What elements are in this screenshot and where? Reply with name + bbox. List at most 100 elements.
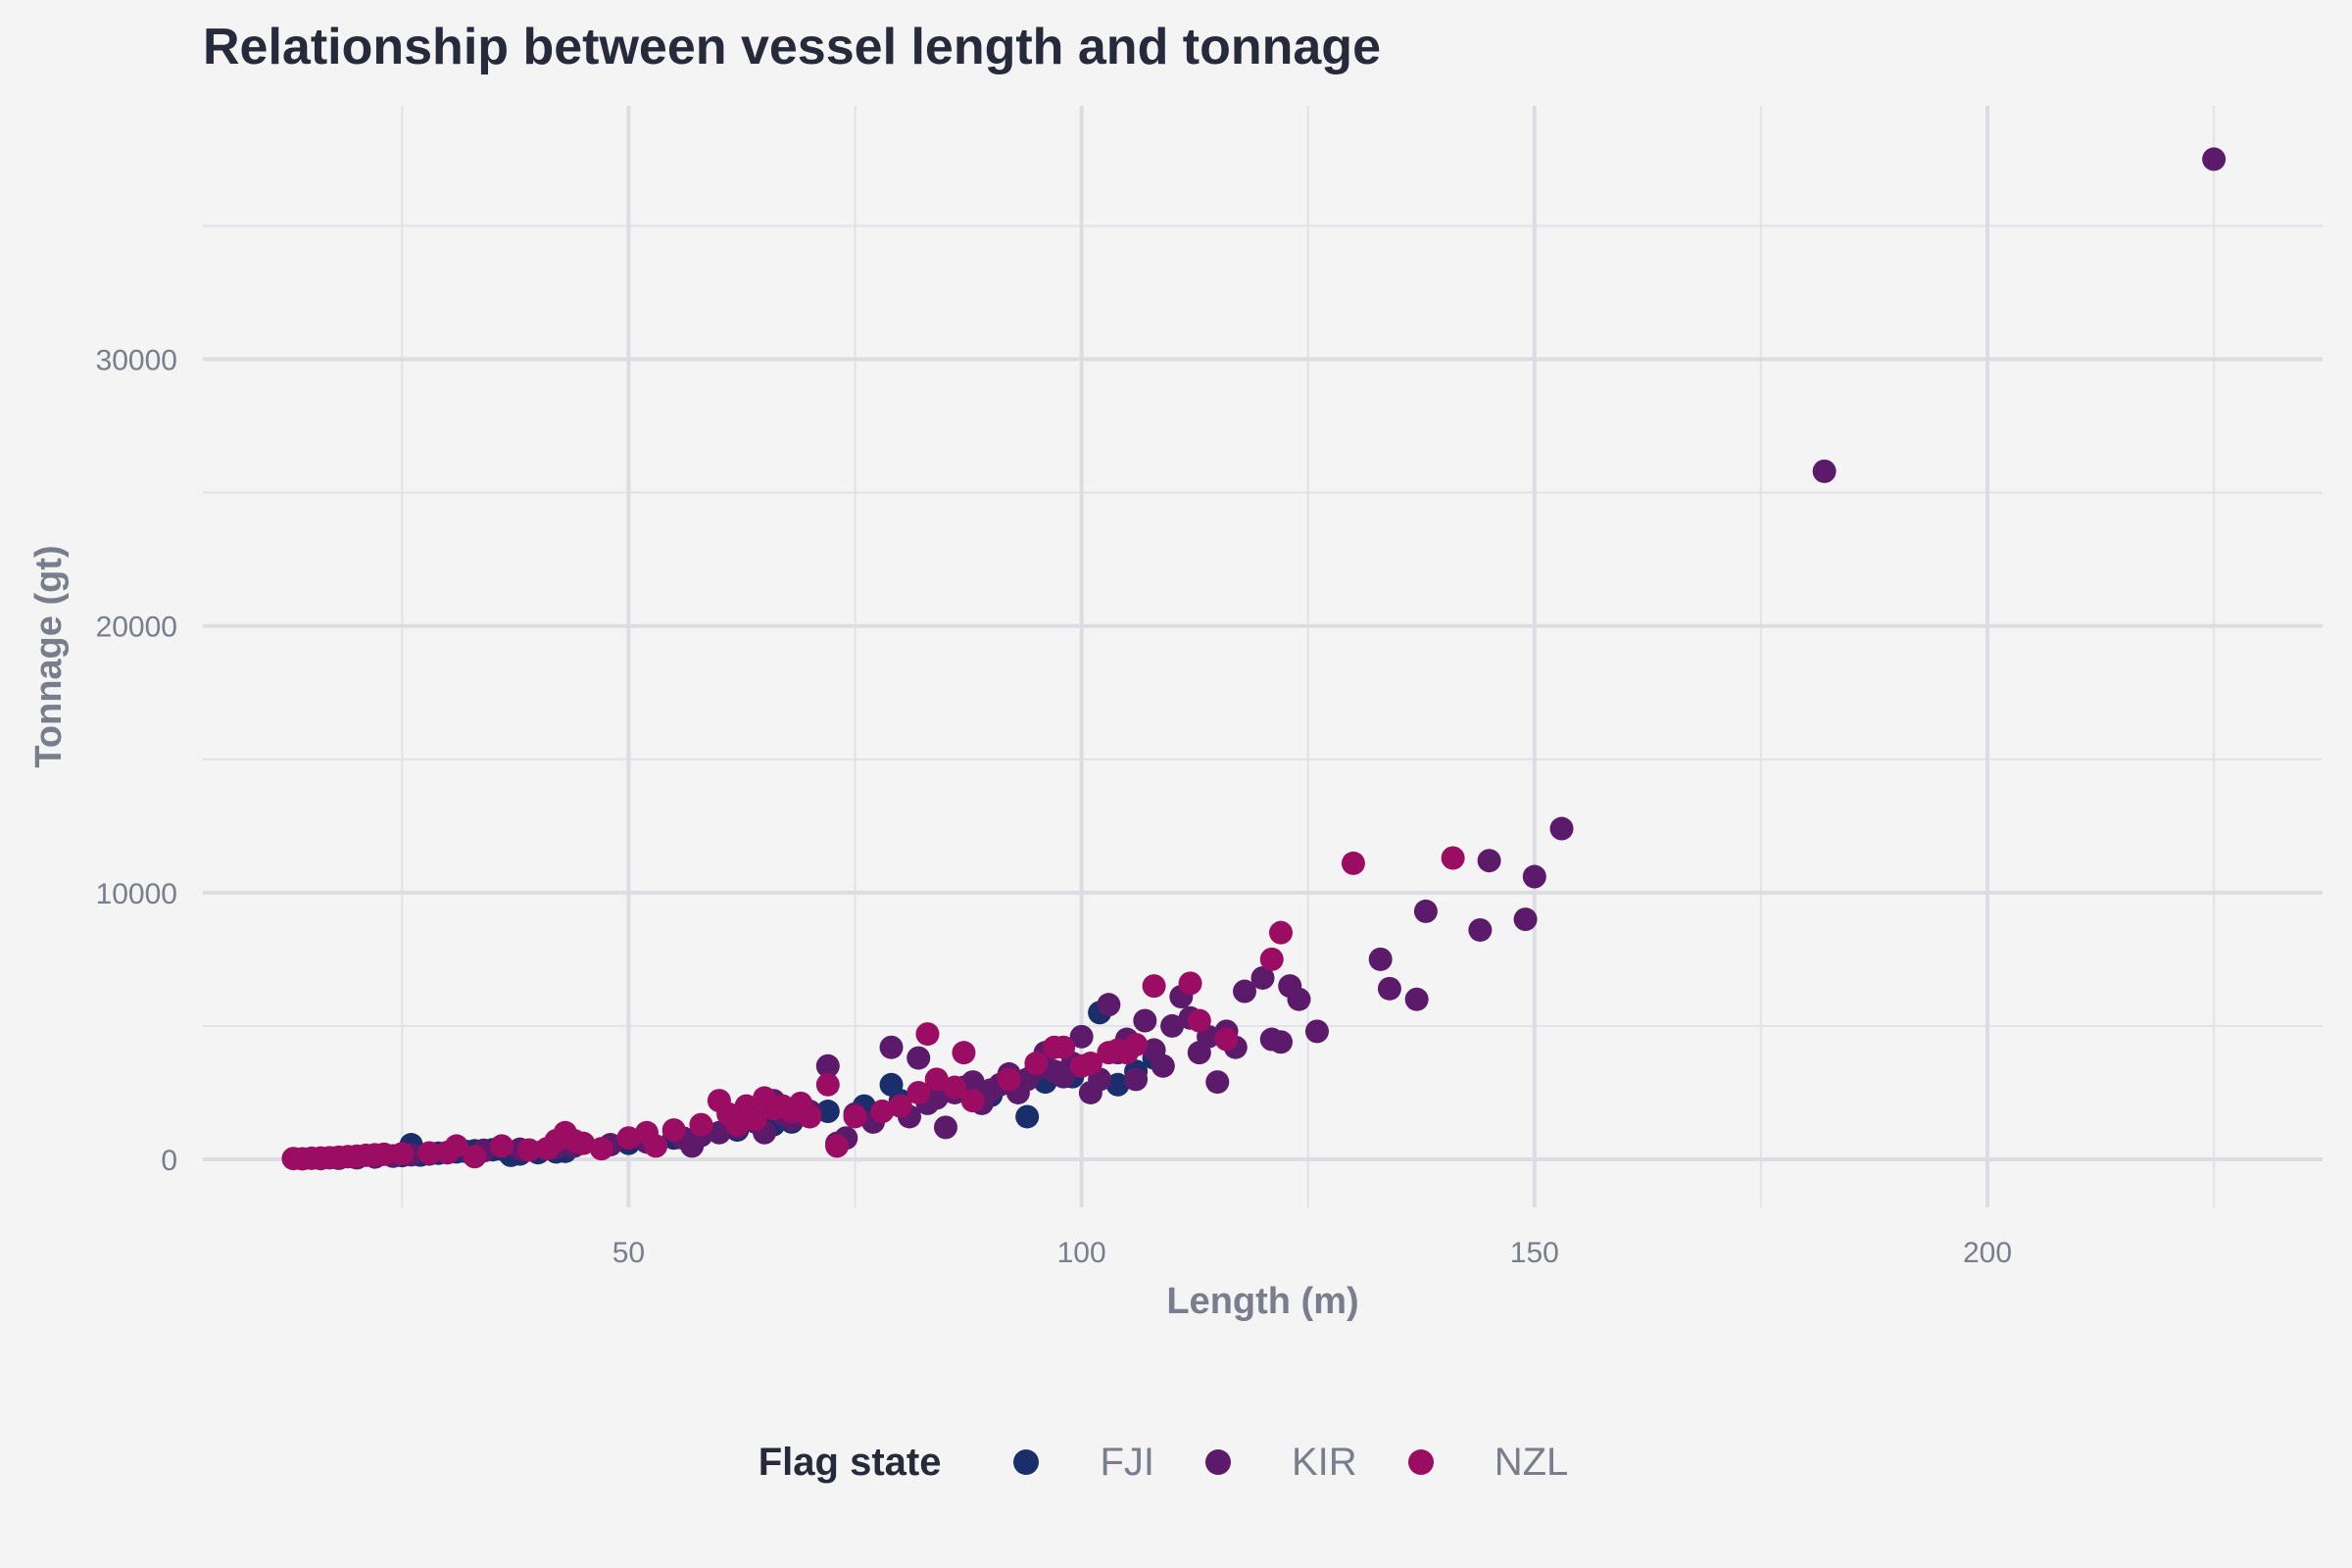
data-point-kir — [1404, 987, 1429, 1011]
data-point-kir — [960, 1070, 985, 1095]
data-point-nzl — [915, 1022, 940, 1047]
data-point-fji — [1105, 1072, 1130, 1097]
data-point-nzl — [1341, 851, 1365, 875]
data-point-nzl — [1078, 1052, 1102, 1076]
data-point-nzl — [616, 1126, 641, 1151]
data-point-nzl — [1142, 974, 1166, 999]
data-point-kir — [1233, 979, 1257, 1004]
data-point-nzl — [390, 1142, 415, 1166]
data-point-kir — [1133, 1008, 1157, 1033]
data-point-kir — [1097, 993, 1121, 1017]
x-axis-title: Length (m) — [1166, 1281, 1358, 1322]
x-tick-label: 100 — [1057, 1237, 1106, 1269]
data-point-nzl — [371, 1142, 396, 1166]
legend: Flag state FJI KIR NZL — [0, 1431, 2352, 1494]
data-point-nzl — [1124, 1032, 1149, 1056]
data-point-nzl — [843, 1104, 867, 1129]
data-point-kir — [933, 1115, 957, 1140]
data-point-nzl — [1187, 1008, 1211, 1033]
data-point-kir — [1160, 1013, 1185, 1038]
data-point-kir — [707, 1120, 731, 1145]
legend-item-fji: FJI — [1013, 1441, 1154, 1485]
data-point-kir — [1549, 816, 1574, 841]
data-point-nzl — [463, 1145, 487, 1169]
data-point-nzl — [924, 1067, 949, 1092]
data-point-nzl — [444, 1134, 468, 1158]
legend-swatch — [1407, 1449, 1434, 1475]
data-point-nzl — [1441, 846, 1465, 870]
data-point-nzl — [943, 1075, 967, 1100]
data-point-kir — [1151, 1054, 1175, 1078]
data-point-nzl — [644, 1134, 668, 1158]
data-point-kir — [1812, 459, 1837, 483]
legend-label: NZL — [1494, 1440, 1569, 1484]
legend-item-nzl: NZL — [1407, 1440, 1569, 1485]
data-point-nzl — [952, 1041, 976, 1065]
legend-label: FJI — [1100, 1440, 1154, 1484]
data-point-fji — [815, 1100, 840, 1124]
data-point-nzl — [888, 1094, 912, 1118]
legend-item-kir: KIR — [1205, 1441, 1357, 1485]
data-point-nzl — [906, 1080, 931, 1104]
data-point-fji — [1015, 1104, 1040, 1129]
y-tick-label: 0 — [161, 1145, 177, 1177]
y-tick-label: 20000 — [96, 612, 177, 644]
data-point-nzl — [1268, 920, 1293, 945]
legend-label: KIR — [1292, 1440, 1357, 1484]
data-point-kir — [906, 1046, 931, 1070]
data-point-kir — [1205, 1070, 1230, 1095]
data-point-nzl — [571, 1131, 596, 1155]
data-point-nzl — [960, 1089, 985, 1113]
data-point-nzl — [662, 1118, 686, 1143]
data-point-kir — [1377, 976, 1401, 1001]
grid — [203, 106, 2323, 1207]
data-point-kir — [815, 1054, 840, 1078]
data-point-kir — [1413, 899, 1438, 923]
legend-title: Flag state — [758, 1440, 942, 1484]
data-point-kir — [1513, 907, 1538, 932]
x-tick-label: 150 — [1510, 1237, 1559, 1269]
data-point-kir — [2202, 147, 2227, 172]
data-point-nzl — [1214, 1027, 1239, 1052]
y-axis-title: Tonnage (gt) — [28, 545, 70, 767]
data-points — [281, 147, 2227, 1171]
legend-swatch — [1205, 1449, 1231, 1475]
data-point-kir — [1304, 1019, 1329, 1044]
data-point-kir — [879, 1035, 904, 1059]
axis-ticks: 50 100 150 200 0 10000 20000 30000 — [96, 345, 2012, 1269]
data-point-kir — [1287, 987, 1311, 1011]
data-point-nzl — [490, 1134, 514, 1158]
data-point-nzl — [798, 1104, 822, 1129]
y-tick-label: 30000 — [96, 345, 177, 377]
legend-swatch — [1013, 1449, 1040, 1475]
chart-title: Relationship between vessel length and t… — [203, 19, 1381, 75]
x-tick-label: 50 — [612, 1237, 645, 1269]
data-point-nzl — [1024, 1052, 1049, 1076]
data-point-nzl — [725, 1112, 750, 1137]
data-point-kir — [1477, 849, 1501, 873]
data-point-kir — [1124, 1067, 1149, 1092]
data-point-kir — [1250, 965, 1275, 990]
data-point-kir — [1522, 864, 1546, 889]
data-point-nzl — [815, 1072, 840, 1097]
data-point-nzl — [417, 1141, 442, 1165]
x-tick-label: 200 — [1963, 1237, 2012, 1269]
data-point-kir — [1368, 947, 1393, 971]
data-point-nzl — [997, 1067, 1021, 1092]
data-point-nzl — [516, 1138, 541, 1162]
data-point-nzl — [689, 1112, 713, 1137]
data-point-nzl — [743, 1107, 767, 1132]
data-point-nzl — [1178, 971, 1202, 996]
data-point-kir — [1268, 1030, 1293, 1054]
data-point-nzl — [1052, 1035, 1076, 1059]
data-point-nzl — [825, 1134, 850, 1158]
y-tick-label: 10000 — [96, 878, 177, 910]
data-point-nzl — [589, 1137, 613, 1161]
data-point-nzl — [1259, 947, 1284, 971]
data-point-kir — [1069, 1024, 1094, 1049]
data-point-nzl — [870, 1100, 895, 1124]
data-point-kir — [1468, 917, 1493, 942]
data-point-kir — [924, 1086, 949, 1110]
